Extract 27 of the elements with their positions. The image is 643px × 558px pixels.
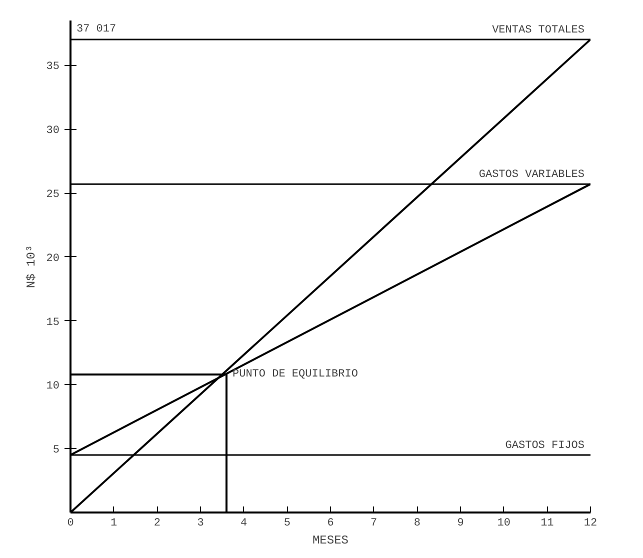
y-tick-label: 20: [46, 252, 60, 265]
y-tick-label: 15: [46, 316, 60, 329]
annotation: 37 017: [76, 23, 116, 36]
x-tick-label: 10: [497, 518, 510, 530]
x-tick-label: 9: [457, 518, 464, 530]
x-tick-label: 8: [414, 518, 420, 530]
x-tick-label: 2: [154, 518, 160, 530]
y-tick-label: 10: [46, 380, 60, 393]
ref-line-label: GASTOS FIJOS: [505, 440, 585, 452]
x-tick-label: 1: [110, 518, 118, 530]
x-tick-label: 4: [240, 518, 248, 530]
x-tick-label: 3: [197, 518, 204, 530]
ref-line-label: GASTOS VARIABLES: [478, 169, 585, 182]
y-tick-label: 5: [52, 444, 60, 457]
x-tick-label: 11: [540, 518, 554, 530]
x-tick-label: 0: [67, 518, 74, 530]
x-tick-label: 12: [584, 518, 598, 530]
x-axis-title: MESES: [312, 534, 349, 548]
y-tick-label: 25: [46, 189, 60, 202]
x-tick-label: 7: [370, 518, 378, 530]
annotation: PUNTO DE EQUILIBRIO: [232, 368, 358, 380]
x-tick-label: 6: [327, 518, 334, 530]
y-axis-title: N$ 10³: [24, 244, 38, 288]
y-tick-label: 30: [46, 125, 60, 138]
y-tick-label: 35: [46, 61, 60, 74]
ref-line-label: VENTAS TOTALES: [492, 24, 585, 36]
x-tick-label: 5: [284, 518, 290, 530]
